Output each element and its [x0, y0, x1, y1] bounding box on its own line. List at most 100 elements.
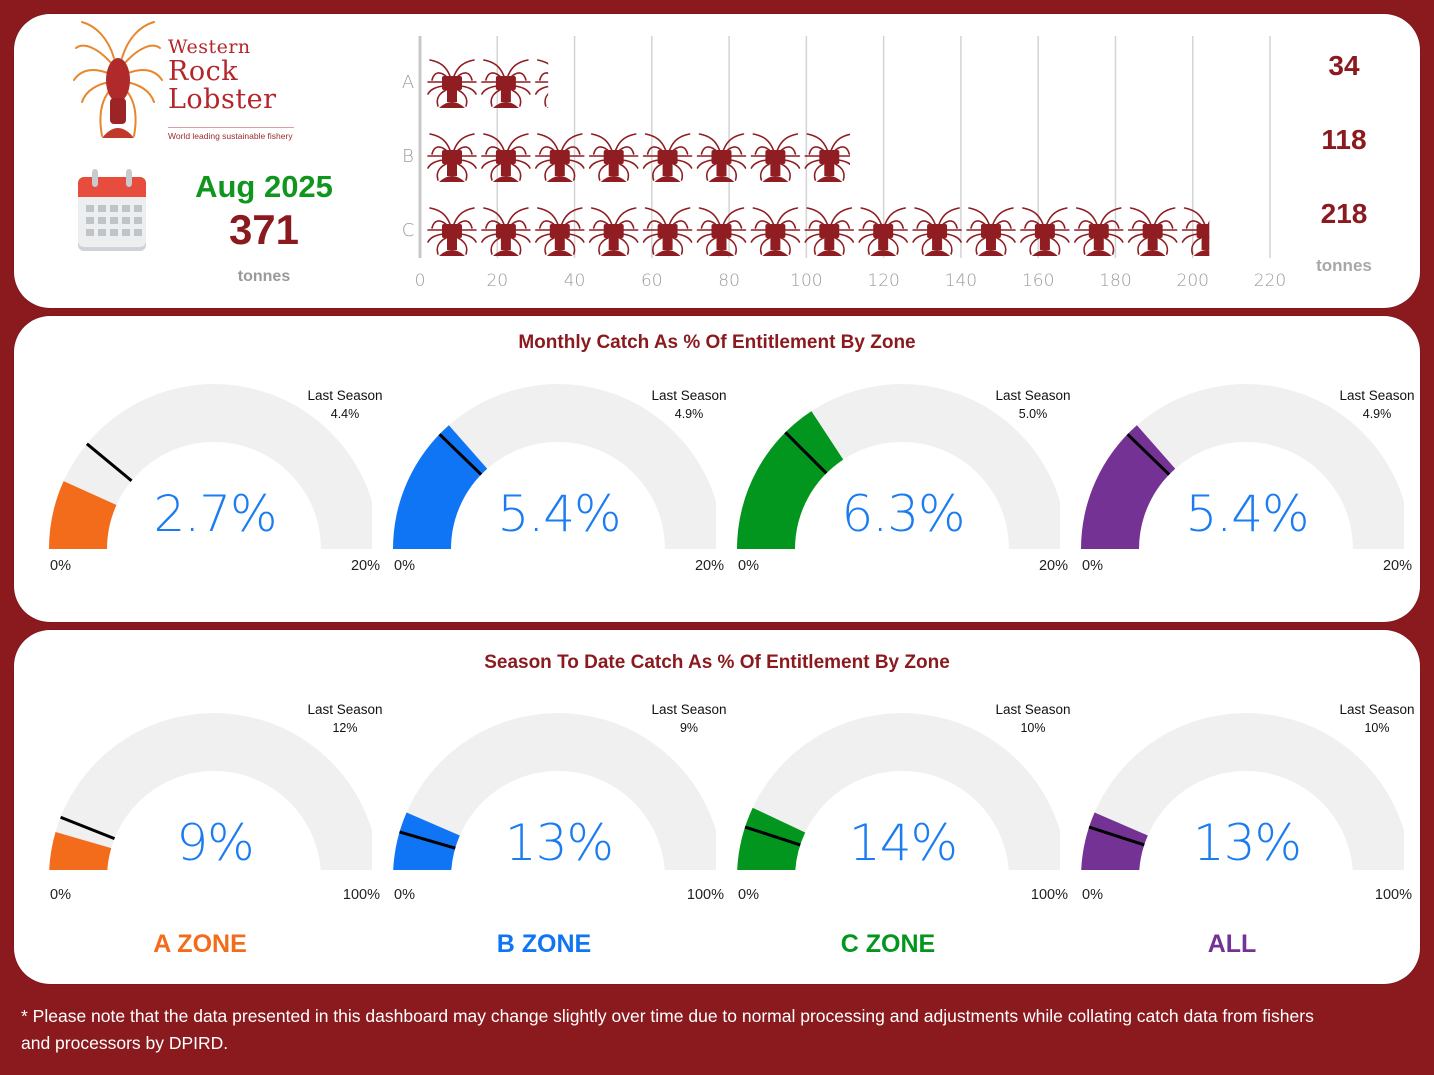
summary-panel: Western Rock Lobster World leading susta…	[14, 14, 1420, 308]
gauge-min-label: 0%	[738, 887, 759, 903]
gauge-arc-chart	[393, 384, 716, 549]
lobster-icon	[750, 133, 801, 183]
period-label: Aug 2025	[195, 169, 333, 204]
last-season-caption: Last Season	[1339, 702, 1415, 717]
gauge-value-fill	[1081, 812, 1148, 870]
lobster-icon	[696, 207, 747, 257]
gauge-track	[1081, 713, 1404, 870]
gauge-arc-chart	[1081, 384, 1404, 549]
lobster-icon	[1127, 207, 1178, 257]
x-tick-label: 140	[945, 271, 977, 291]
lobster-icon	[427, 207, 477, 257]
lobster-icon	[534, 207, 585, 257]
pictogram-bar-zone-a	[427, 59, 549, 109]
zone-label-a: A ZONE	[153, 930, 247, 958]
gauge-b-zone: Last Season 9% 13% 0% 100%	[372, 630, 727, 903]
last-season-caption: Last Season	[1339, 388, 1415, 403]
x-tick-label: 40	[564, 271, 586, 291]
zone-c-tonnes: 218	[1320, 198, 1368, 229]
gauge-arc-chart	[1081, 713, 1404, 870]
last-season-label: Last Season 5.0%	[978, 386, 1088, 424]
gauge-value-label: 5.4%	[497, 485, 621, 543]
zone-catch-pictogram-chart: A B C 0 20 40 60 80 100 120 140 160 180 200 220	[402, 36, 1286, 291]
lobster-icon	[588, 207, 639, 257]
pictogram-bar-zone-c	[427, 207, 1210, 257]
last-season-label: Last Season 4.9%	[1322, 386, 1432, 424]
gauge-track	[393, 384, 716, 549]
x-tick-label: 200	[1177, 271, 1209, 291]
zone-label-b: B ZONE	[496, 930, 592, 958]
lobster-icon	[481, 133, 531, 183]
lobster-icon	[427, 133, 477, 183]
gauge-arc-chart	[737, 713, 1060, 870]
y-category-label-a: A	[402, 72, 414, 93]
last-season-value: 5.0%	[1018, 407, 1048, 421]
gauge-track	[49, 384, 372, 549]
gauge-a-zone: Last Season 4.4% 2.7% 0% 20%	[28, 316, 383, 574]
last-season-caption: Last Season	[651, 702, 727, 717]
gauge-value-label: 14%	[848, 814, 958, 872]
gauge-min-label: 0%	[1082, 887, 1103, 903]
gauge-target-marker	[744, 825, 801, 847]
lobster-icon	[1181, 207, 1210, 257]
x-tick-label: 20	[486, 271, 508, 291]
gauge-track	[1081, 384, 1404, 549]
lobster-icon	[642, 133, 693, 183]
y-category-label-c: C	[402, 220, 415, 241]
last-season-caption: Last Season	[307, 702, 383, 717]
lobster-icon	[481, 59, 531, 109]
lobster-icon	[912, 207, 962, 257]
last-season-value: 12%	[332, 721, 358, 735]
lobster-icon	[804, 133, 850, 183]
gauge-target-marker	[1088, 825, 1145, 847]
gauge-arc-chart	[737, 384, 1060, 549]
total-catch-value: 371	[228, 206, 300, 253]
gauge-min-label: 0%	[50, 558, 71, 574]
gauge-max-label: 20%	[350, 558, 380, 574]
gauge-track	[737, 713, 1060, 870]
lobster-icon	[481, 207, 531, 257]
gauge-all: Last Season 4.9% 5.4% 0% 20%	[1060, 316, 1415, 574]
gauge-value-label: 13%	[1192, 814, 1302, 872]
lobster-icon	[696, 133, 747, 183]
gauge-value-label: 13%	[504, 814, 614, 872]
tonnes-unit-label: tonnes	[1316, 256, 1372, 275]
total-catch-unit: tonnes	[237, 268, 291, 285]
last-season-caption: Last Season	[995, 388, 1071, 403]
gauge-min-label: 0%	[738, 558, 759, 574]
season-section-title: Season To Date Catch As % Of Entitlement…	[484, 652, 950, 673]
gauge-c-zone: Last Season 10% 14% 0% 100%	[716, 630, 1071, 903]
last-season-label: Last Season 12%	[290, 700, 400, 738]
gauge-max-label: 100%	[1030, 887, 1068, 903]
gauge-max-label: 20%	[694, 558, 724, 574]
lobster-icon	[588, 133, 639, 183]
monthly-gauges-panel: Monthly Catch As % Of Entitlement By Zon…	[14, 316, 1420, 622]
gauge-target-marker	[60, 815, 116, 841]
lobster-icon	[427, 59, 477, 109]
lobster-icon	[966, 207, 1016, 257]
gauge-track	[49, 713, 372, 870]
x-tick-label: 0	[415, 271, 426, 291]
last-season-value: 4.4%	[330, 407, 360, 421]
y-category-label-b: B	[402, 146, 414, 167]
last-season-label: Last Season 9%	[634, 700, 744, 738]
gauge-max-label: 100%	[686, 887, 724, 903]
gauge-max-label: 100%	[342, 887, 380, 903]
gauge-arc-chart	[49, 713, 372, 870]
gauge-c-zone: Last Season 5.0% 6.3% 0% 20%	[716, 316, 1071, 574]
last-season-label: Last Season 10%	[978, 700, 1088, 738]
logo-line-lobster: Lobster	[168, 84, 277, 115]
gauge-min-label: 0%	[394, 887, 415, 903]
logo-lobster-icon	[73, 21, 163, 138]
gauge-min-label: 0%	[1082, 558, 1103, 574]
pictogram-bar-zone-b	[427, 133, 850, 183]
gauge-value-label: 5.4%	[1185, 485, 1309, 543]
x-tick-label: 180	[1099, 271, 1131, 291]
gauge-a-zone: Last Season 12% 9% 0% 100%	[28, 630, 383, 903]
last-season-value: 4.9%	[1362, 407, 1392, 421]
gauge-max-label: 100%	[1374, 887, 1412, 903]
zone-label-all: ALL	[1207, 930, 1257, 958]
gauge-arc-chart	[393, 713, 716, 870]
gauge-arc-chart	[49, 384, 372, 549]
logo-wordmark: Western Rock Lobster	[168, 36, 277, 114]
